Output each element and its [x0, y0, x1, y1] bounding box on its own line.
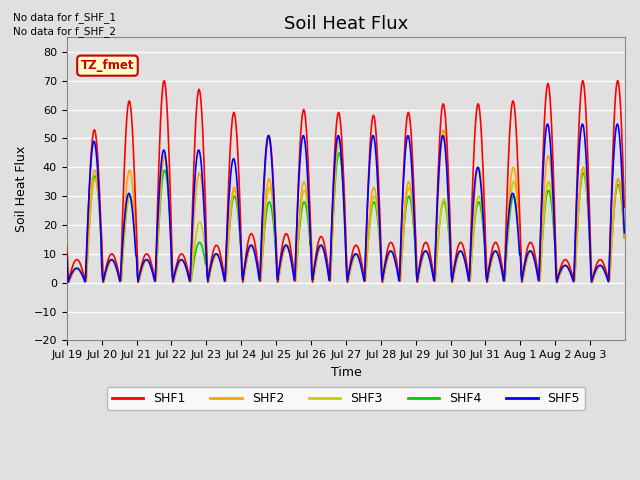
Y-axis label: Soil Heat Flux: Soil Heat Flux — [15, 146, 28, 232]
Legend: SHF1, SHF2, SHF3, SHF4, SHF5: SHF1, SHF2, SHF3, SHF4, SHF5 — [107, 387, 585, 410]
Text: No data for f_SHF_2: No data for f_SHF_2 — [13, 26, 116, 37]
Title: Soil Heat Flux: Soil Heat Flux — [284, 15, 408, 33]
Text: TZ_fmet: TZ_fmet — [81, 59, 134, 72]
X-axis label: Time: Time — [330, 366, 361, 379]
Text: No data for f_SHF_1: No data for f_SHF_1 — [13, 12, 116, 23]
